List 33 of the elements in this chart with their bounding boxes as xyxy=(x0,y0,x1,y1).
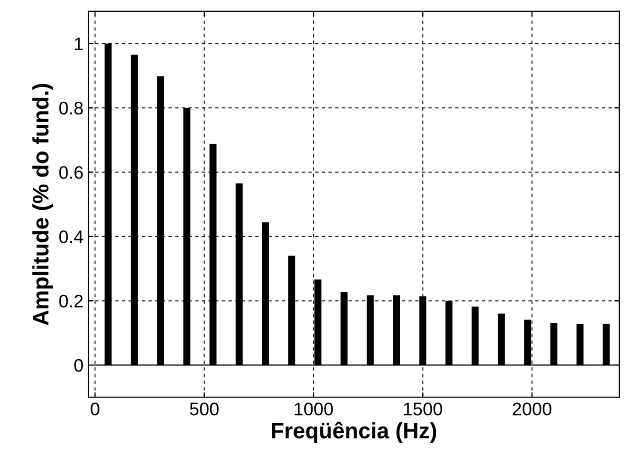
y-axis-title: Amplitude (% do fund.) xyxy=(32,84,53,326)
y-tick-label: 0.2 xyxy=(59,294,83,308)
y-tick-label: 0 xyxy=(74,359,83,372)
bar xyxy=(498,314,505,366)
x-tick-label: 1500 xyxy=(404,402,442,416)
x-tick-label: 1000 xyxy=(294,402,333,416)
x-tick-label: 0 xyxy=(90,402,100,416)
y-tick-label: 0.8 xyxy=(59,102,83,115)
y-tick-label: 0.4 xyxy=(59,230,84,244)
y-tick-label: 0.6 xyxy=(59,166,83,179)
bar xyxy=(472,306,479,366)
y-tick-label: 1 xyxy=(74,38,83,50)
bar xyxy=(524,320,532,366)
bar xyxy=(314,280,322,366)
bar xyxy=(288,256,296,366)
bar xyxy=(104,44,112,366)
bar xyxy=(419,296,426,366)
bar xyxy=(550,322,558,366)
x-axis-title: Freqüência (Hz) xyxy=(272,422,436,443)
bar xyxy=(130,54,138,366)
bar xyxy=(576,324,584,366)
bar xyxy=(366,295,374,366)
bar xyxy=(210,144,217,366)
bar xyxy=(340,292,348,366)
bar xyxy=(445,301,452,366)
bar xyxy=(393,295,400,366)
bar xyxy=(602,324,610,366)
bar xyxy=(183,108,190,366)
bar xyxy=(236,183,243,366)
bar xyxy=(157,76,164,366)
x-tick-label: 2000 xyxy=(512,402,552,416)
bar xyxy=(262,222,269,366)
x-tick-label: 500 xyxy=(190,402,219,416)
